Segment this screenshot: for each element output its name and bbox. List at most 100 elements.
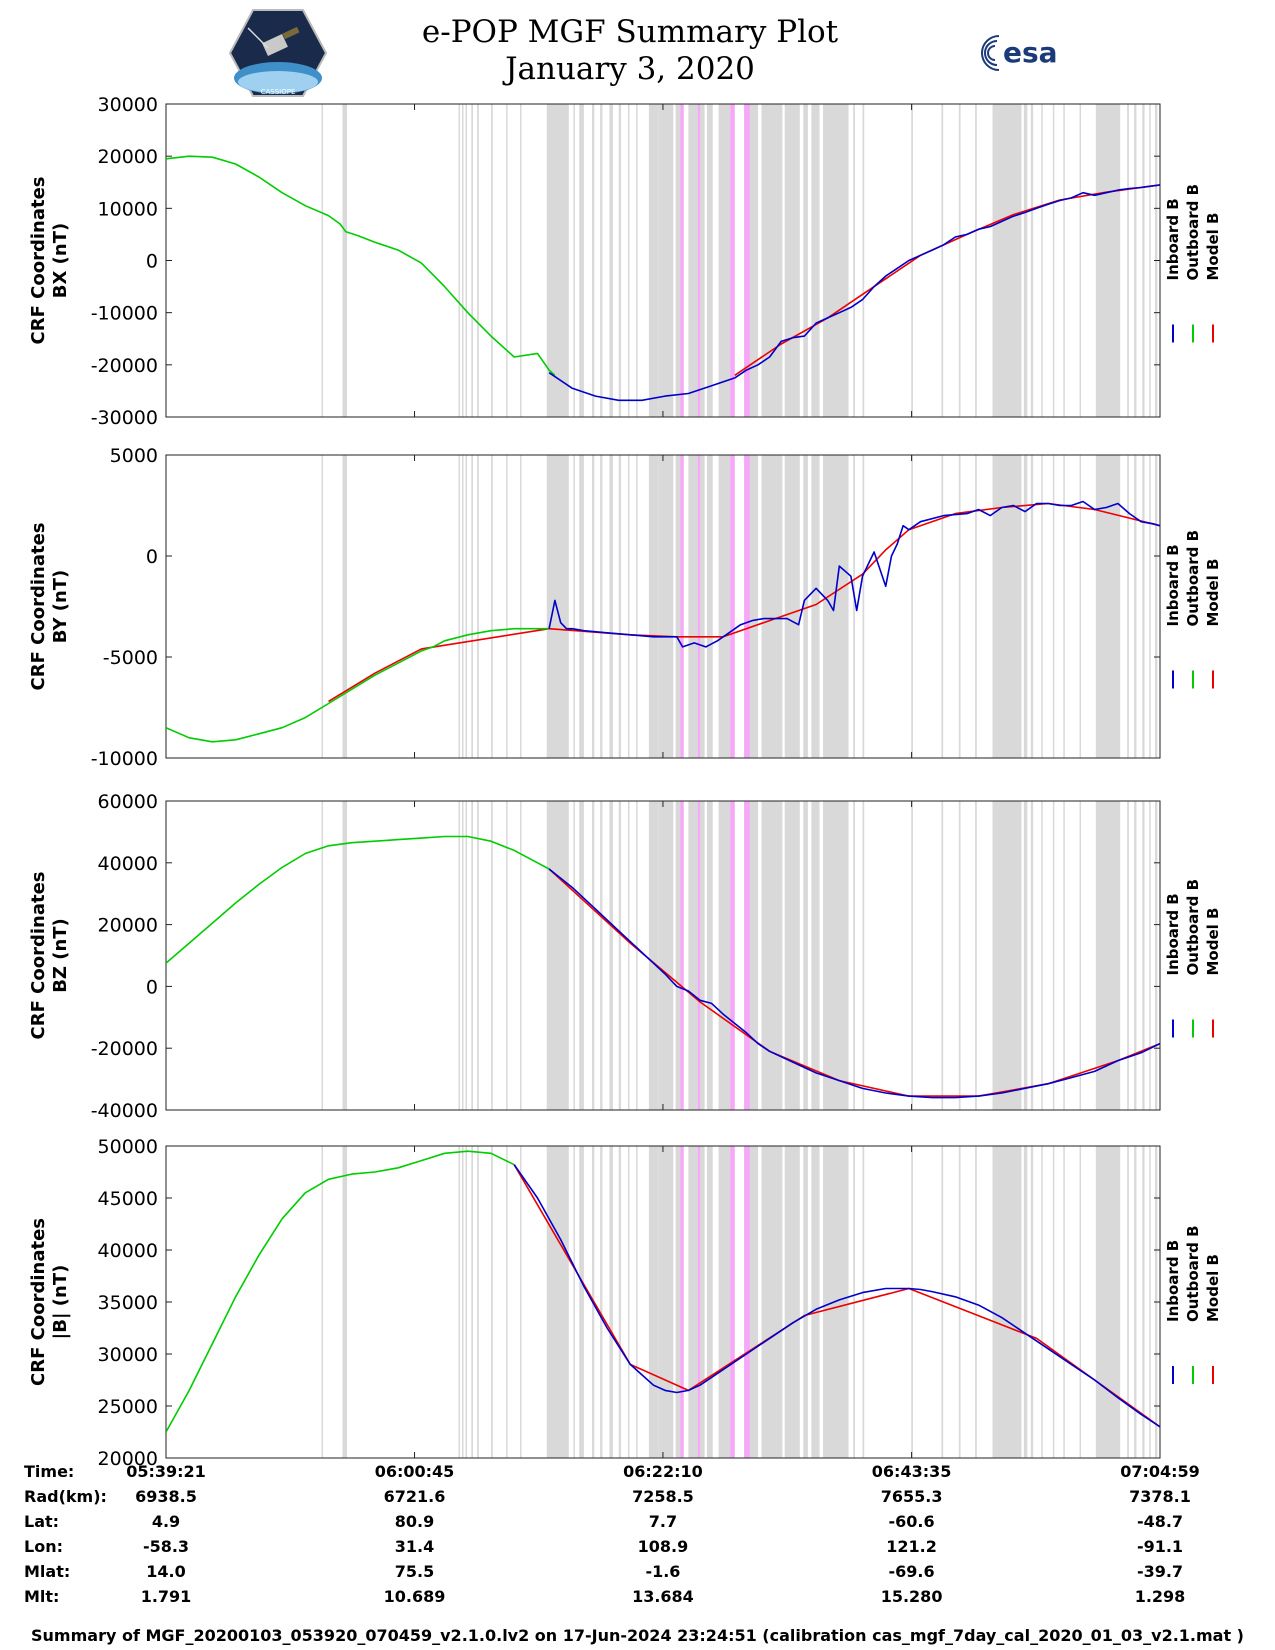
plot-title-line1: e-POP MGF Summary Plot	[421, 14, 839, 50]
y-tick-label: -30000	[91, 407, 158, 429]
gray-band	[618, 104, 622, 417]
pink-band	[744, 801, 750, 1110]
pink-band	[680, 455, 684, 758]
gray-band	[1127, 455, 1129, 758]
pink-band	[680, 104, 684, 417]
data-gap-bands	[321, 104, 1158, 417]
gray-band	[609, 455, 613, 758]
gray-band	[342, 801, 348, 1110]
gray-band	[628, 801, 630, 1110]
gray-band	[471, 1146, 474, 1458]
gray-band	[1095, 455, 1121, 758]
gray-band	[803, 801, 808, 1110]
gray-band	[609, 1146, 613, 1458]
gray-band	[618, 1146, 622, 1458]
legend-label: Outboard B	[1184, 1225, 1202, 1322]
info-row-label: Mlt:	[24, 1587, 60, 1606]
gray-band	[1127, 104, 1129, 417]
gray-band	[1134, 455, 1137, 758]
gray-band	[761, 455, 783, 758]
gray-band	[579, 104, 584, 417]
gray-band	[520, 104, 522, 417]
gray-band	[458, 455, 461, 758]
gray-band	[862, 104, 865, 417]
gray-band	[749, 104, 759, 417]
gray-band	[648, 1146, 659, 1458]
info-row: Mlat: 14.0 75.5 -1.6 -69.6 -39.7	[0, 1562, 1275, 1584]
pink-band	[680, 1146, 684, 1458]
gray-band	[688, 1146, 698, 1458]
gray-band	[573, 455, 575, 758]
gray-band	[853, 801, 855, 1110]
gray-band	[718, 104, 731, 417]
gray-band	[941, 801, 944, 1110]
gray-band	[1052, 1146, 1055, 1458]
gray-band	[573, 1146, 575, 1458]
series-line-model	[328, 502, 1160, 703]
chart-panel-bx: 30000 20000 10000 0 -10000 -20000 -30000 CRF Co…	[28, 94, 1222, 429]
gray-band	[761, 104, 783, 417]
gray-band	[718, 455, 731, 758]
cassiope-mission-logo: CASSIOPE	[228, 8, 328, 98]
gray-band	[477, 1146, 479, 1458]
gray-band	[471, 104, 474, 417]
y-tick-label: 35000	[98, 1292, 158, 1314]
gray-band	[862, 1146, 865, 1458]
info-cell: 1.791	[140, 1587, 192, 1606]
info-cell: 7258.5	[632, 1487, 694, 1506]
gray-band	[958, 104, 961, 417]
info-cell: 31.4	[394, 1537, 435, 1556]
gray-band	[573, 801, 575, 1110]
series-line-inboard	[548, 868, 1160, 1099]
gray-band	[706, 801, 713, 1110]
gray-band	[628, 104, 630, 417]
info-cell: -1.6	[645, 1562, 681, 1581]
y-tick-label: -10000	[91, 303, 158, 325]
gray-band	[648, 801, 659, 1110]
info-cell: -60.6	[888, 1512, 935, 1531]
y-tick-label: -10000	[91, 748, 158, 770]
info-cell: 13.684	[632, 1587, 694, 1606]
data-gap-bands	[321, 455, 1158, 758]
gray-band	[592, 104, 595, 417]
y-axis-label-line1: CRF Coordinates	[28, 523, 49, 691]
gray-band	[520, 1146, 522, 1458]
gray-band	[628, 1146, 630, 1458]
gray-band	[1063, 455, 1065, 758]
pink-band	[730, 104, 735, 417]
gray-band	[803, 104, 808, 417]
gray-band	[911, 801, 913, 1110]
series-group	[166, 500, 1160, 743]
gray-band	[699, 104, 705, 417]
gray-band	[811, 801, 820, 1110]
legend-label: Inboard B	[1164, 544, 1182, 626]
gray-band	[784, 1146, 800, 1458]
y-tick-label: 0	[146, 546, 158, 568]
gray-band	[321, 104, 324, 417]
info-row-label: Time:	[24, 1462, 75, 1481]
gray-band	[458, 1146, 461, 1458]
y-axis-label-line2: BX (nT)	[50, 223, 71, 298]
info-cell: 06:43:35	[871, 1462, 952, 1481]
y-axis-label-line2: BY (nT)	[50, 570, 71, 644]
gray-band	[958, 455, 961, 758]
gray-band	[618, 801, 622, 1110]
gray-band	[465, 455, 467, 758]
gray-band	[699, 1146, 705, 1458]
gray-band	[1079, 455, 1082, 758]
gray-band	[658, 455, 674, 758]
gray-band	[1030, 1146, 1034, 1458]
gray-band	[458, 104, 461, 417]
series-line-outboard	[166, 627, 550, 743]
info-cell: -69.6	[888, 1562, 935, 1581]
gray-band	[803, 455, 808, 758]
gray-band	[811, 455, 820, 758]
gray-band	[1041, 801, 1043, 1110]
gray-band	[992, 455, 1022, 758]
gray-band	[1134, 104, 1137, 417]
gray-band	[1155, 801, 1158, 1110]
gray-band	[520, 455, 522, 758]
gray-band	[911, 455, 913, 758]
info-row: Lat: 4.9 80.9 7.7 -60.6 -48.7	[0, 1512, 1275, 1534]
pink-band	[697, 1146, 700, 1458]
